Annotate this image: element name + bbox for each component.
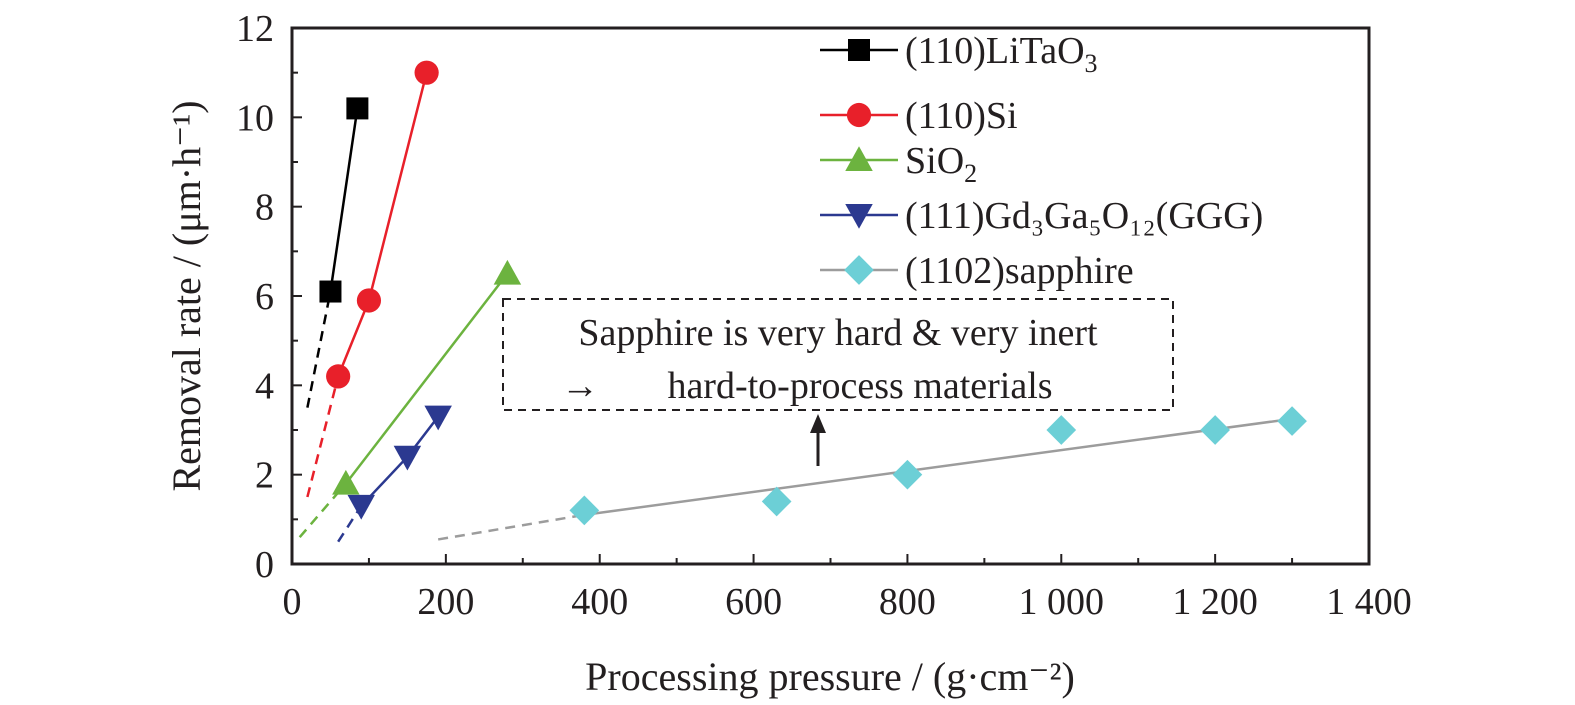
x-tick-label: 0: [283, 581, 302, 623]
y-tick-label: 2: [255, 455, 274, 497]
series-markers: [319, 60, 1307, 526]
legend-label: (110)LiTaO3: [905, 30, 1098, 78]
y-tick-label: 12: [236, 8, 274, 50]
data-point: [319, 280, 342, 303]
y-tick-label: 0: [255, 544, 274, 586]
legend-marker: [848, 39, 870, 61]
data-point: [1277, 406, 1307, 436]
data-point: [761, 486, 792, 517]
legend-marker: [845, 146, 873, 171]
y-tick-label: 6: [255, 276, 274, 318]
data-point: [414, 60, 439, 85]
y-axis: 0 2 4 6 8 10 12: [236, 8, 302, 586]
y-axis-title: Removal rate / (μm·h⁻¹): [164, 100, 209, 491]
x-tick-label: 1 000: [1019, 581, 1105, 623]
data-point: [1046, 415, 1077, 445]
legend-label: SiO2: [905, 140, 977, 188]
x-axis: 0 200 400 600 800 1 000 1 200 1 400: [283, 554, 1412, 623]
legend-marker: [846, 102, 872, 128]
x-tick-label: 400: [571, 581, 628, 623]
annotation-pointer-arrow: [810, 414, 826, 466]
x-tick-label: 1 400: [1326, 581, 1412, 623]
data-point: [393, 445, 422, 471]
series-lines: [329, 72, 1293, 517]
data-point: [569, 495, 600, 526]
x-tick-label: 600: [725, 581, 782, 623]
y-tick-label: 4: [255, 365, 274, 407]
data-point: [326, 364, 351, 389]
data-point: [347, 494, 375, 520]
x-tick-label: 1 200: [1172, 581, 1258, 623]
annotation-arrow: →: [561, 365, 599, 407]
legend-label: (111)Gd₃Ga₅O₁₂(GGG): [905, 195, 1263, 237]
annotation-line-1: Sapphire is very hard & very inert: [578, 312, 1098, 354]
series-line: [344, 272, 509, 485]
data-point: [356, 288, 382, 313]
x-tick-label: 800: [879, 581, 936, 623]
series-line: [584, 417, 1293, 517]
data-point: [1200, 415, 1230, 445]
x-axis-title: Processing pressure / (g·cm⁻²): [585, 654, 1075, 699]
y-tick-label: 8: [255, 187, 274, 229]
y-tick-label: 10: [236, 97, 274, 139]
series-line: [360, 415, 440, 507]
legend-marker: [845, 204, 873, 229]
series-extrapolation-line: [306, 291, 332, 408]
data-point: [332, 469, 360, 495]
data-point: [346, 97, 369, 120]
legend-label: (1102)sapphire: [905, 250, 1134, 292]
series-line: [329, 108, 359, 292]
annotation-box: Sapphire is very hard & very inert → har…: [502, 298, 1174, 411]
legend-label: (110)Si: [905, 95, 1018, 137]
series-extrapolation-line: [437, 513, 585, 541]
annotation-line-2: hard-to-process materials: [667, 365, 1052, 407]
x-tick-label: 200: [417, 581, 474, 623]
legend-marker: [844, 255, 874, 285]
data-point: [424, 405, 452, 431]
data-point: [493, 259, 522, 285]
series-extrapolation-line: [306, 376, 340, 498]
data-point: [892, 459, 923, 490]
plot-frame: [290, 26, 1371, 566]
